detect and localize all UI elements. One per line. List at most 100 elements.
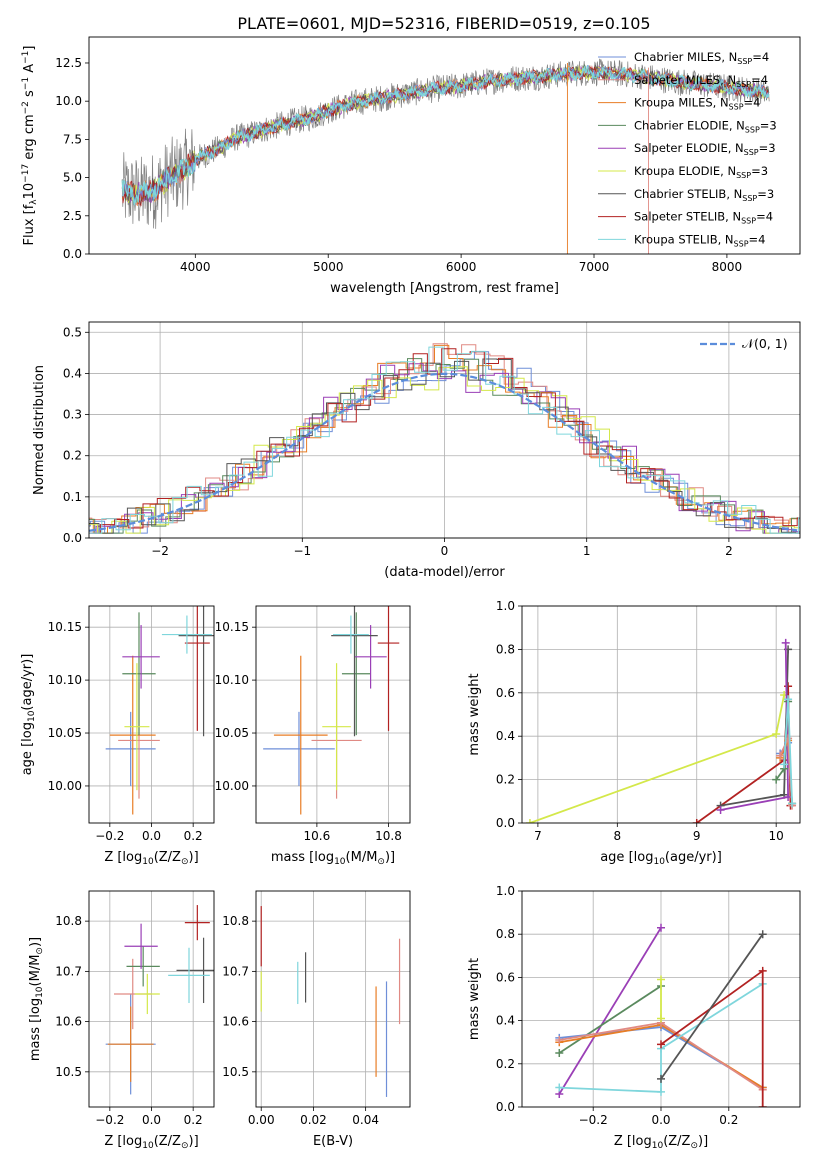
y-axis-label: mass weight: [467, 958, 482, 1040]
point-marker: [555, 1036, 564, 1045]
x-tick-label: −1: [293, 544, 311, 558]
errorbar-salpeter_stelib: [184, 905, 210, 941]
x-tick-label: 4000: [180, 260, 211, 274]
point-marker: [784, 695, 793, 704]
x-tick-label: 5000: [313, 260, 344, 274]
series-salpeter_elodie: [716, 638, 793, 814]
legend-label: Kroupa STELIB, NSSP=4: [634, 232, 765, 248]
legend: 𝒩(0, 1): [700, 336, 788, 351]
axes-frame: [88, 36, 801, 255]
errorbar-kroupa_stelib: [161, 615, 212, 654]
y-tick-label: 0.6: [496, 686, 515, 700]
y-tick-label: 1.0: [496, 884, 515, 898]
x-axis-label: Z [log10(Z/Z⊙)]: [104, 1134, 198, 1151]
y-tick-label: 0.1: [63, 490, 82, 504]
errorbar-kroupa_stelib: [333, 615, 369, 654]
axes-frame: [88, 605, 215, 824]
x-tick-label: 8000: [712, 260, 743, 274]
x-tick-label: 6000: [446, 260, 477, 274]
y-tick-label: 0.0: [63, 247, 82, 261]
y-tick-label: 0.4: [496, 1014, 515, 1028]
x-axis-label: Z [log10(Z/Z⊙)]: [614, 1134, 708, 1151]
model-spectrum-kroupa_stelib: [121, 64, 770, 206]
errorbar-chabrier_stelib: [176, 937, 214, 1004]
point-marker: [692, 819, 701, 823]
errorbar-chabrier_elodie: [122, 612, 156, 736]
x-tick-label: 7000: [579, 260, 610, 274]
legend: Chabrier MILES, NSSP=4 Salpeter MILES, NS…: [598, 50, 777, 248]
x-tick-label: −0.2: [95, 1113, 124, 1127]
errorbars: [263, 606, 400, 815]
axes-mass-vs-EBV: 0.00 0.02 0.04 10.5 10.6 10.7 10.8: [222, 891, 410, 1127]
point-marker: [772, 730, 781, 739]
y-tick-label: 10.0: [55, 94, 82, 108]
point-marker: [758, 930, 767, 939]
point-marker: [772, 775, 781, 784]
axes-frame: [88, 321, 801, 539]
errorbar-salpeter_stelib: [377, 606, 400, 731]
x-tick-label: 0.2: [184, 1113, 203, 1127]
axes-frame: [255, 890, 411, 1108]
y-tick-label: 10.8: [222, 914, 249, 928]
series-chabrier_elodie: [555, 982, 665, 1057]
histogram-kroupa_elodie: [89, 366, 800, 534]
axes-weight-vs-age: 7 8 9 10 0.0 0.2 0.4 0.6 0.8 1.0: [496, 599, 800, 843]
series-chabrier_stelib: [657, 930, 767, 1083]
x-tick-label: 1: [583, 544, 591, 558]
y-tick-label: 12.5: [55, 56, 82, 70]
series-line: [660, 933, 764, 1080]
weight-lines: [525, 638, 797, 823]
y-tick-label: 0.5: [63, 325, 82, 339]
axes-mass-vs-Z: −0.2 0.0 0.2 10.5 10.6 10.7 10.8: [55, 891, 214, 1127]
histogram-kroupa_stelib: [89, 346, 800, 534]
x-axis-label: age [log10(age/yr)]: [600, 850, 722, 867]
point-marker: [716, 805, 725, 814]
errorbar-salpeter_elodie: [122, 625, 160, 689]
point-marker: [780, 760, 789, 769]
x-axis-label: wavelength [Angstrom, rest frame]: [330, 281, 559, 296]
point-marker: [758, 1103, 767, 1107]
x-tick-label: 8: [613, 829, 621, 843]
y-tick-label: 2.5: [63, 209, 82, 223]
x-tick-label: 10.8: [375, 829, 402, 843]
errorbar-kroupa_miles: [273, 655, 328, 815]
errorbar-kroupa_stelib: [168, 947, 210, 1004]
histogram-chabrier_stelib: [89, 358, 800, 534]
y-tick-label: 0.0: [496, 816, 515, 830]
point-marker: [657, 975, 665, 984]
axes-frame: [521, 890, 801, 1108]
y-tick-label: 0.2: [496, 773, 515, 787]
x-tick-label: 10.6: [304, 829, 331, 843]
axes-frame: [255, 605, 411, 824]
y-tick-label: 0.4: [63, 366, 82, 380]
x-axis-label: E(B-V): [313, 1134, 353, 1149]
y-tick-label: 10.10: [48, 673, 82, 687]
y-tick-label: 1.0: [496, 599, 515, 613]
y-tick-label: 10.15: [48, 620, 82, 634]
series-kroupa_elodie: [525, 690, 789, 823]
point-marker: [657, 1087, 665, 1096]
x-tick-label: 10: [769, 829, 784, 843]
axes-spectrum: 4000 5000 6000 7000 8000 0.0 2.5 5.0 7.5 10.0 12.5: [55, 56, 742, 274]
x-tick-label: 0.0: [651, 1113, 670, 1127]
errorbar-chabrier_elodie: [341, 612, 371, 736]
y-tick-label: 0.0: [496, 1100, 515, 1114]
errorbar-kroupa_miles: [107, 1006, 154, 1082]
x-tick-label: 0.2: [184, 829, 203, 843]
x-axis-label: (data-model)/error: [384, 565, 505, 580]
errorbar-chabrier_stelib: [178, 606, 214, 737]
errorbar-salpeter_elodie: [124, 923, 158, 969]
y-axis-label: age [log10(age/yr)]: [20, 654, 37, 776]
legend-label: 𝒩(0, 1): [742, 336, 788, 351]
legend-label: Chabrier STELIB, NSSP=3: [634, 187, 774, 203]
errorbar-chabrier_miles: [105, 711, 156, 786]
histograms: [89, 343, 800, 534]
y-tick-label: 10.5: [222, 1065, 249, 1079]
axes-age-vs-mass: 10.6 10.8 10.00 10.05 10.10 10.15: [215, 606, 410, 843]
legend-label: Chabrier MILES, NSSP=4: [634, 50, 769, 66]
x-tick-label: 0.04: [352, 1113, 379, 1127]
spectrum-lines: [121, 58, 770, 254]
y-tick-label: 7.5: [63, 132, 82, 146]
x-tick-label: 0.00: [248, 1113, 275, 1127]
point-marker: [657, 923, 665, 932]
